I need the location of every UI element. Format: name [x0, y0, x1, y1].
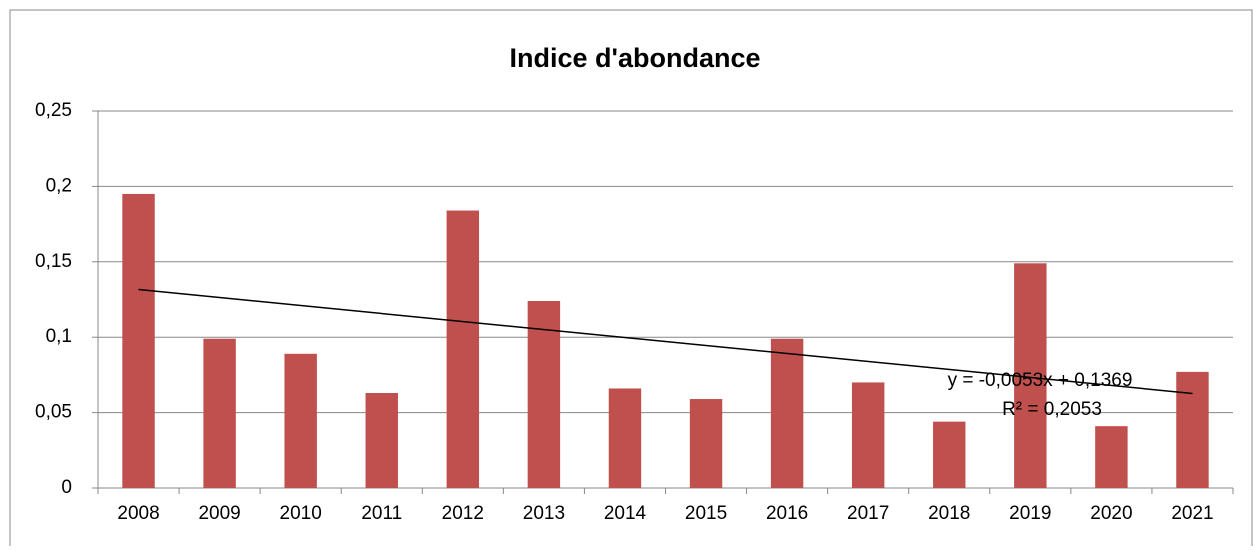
bar	[203, 338, 236, 488]
trendline-equation: y = -0,0053x + 0,1369	[948, 370, 1133, 391]
x-tick-label: 2012	[442, 503, 484, 524]
x-tick-label: 2015	[685, 503, 727, 524]
x-tick-label: 2019	[1009, 503, 1051, 524]
bar	[446, 210, 480, 488]
y-tick-label: 0,15	[35, 251, 72, 272]
bar	[1176, 371, 1209, 488]
bar	[689, 399, 723, 488]
y-tick-label: 0,2	[46, 175, 72, 196]
x-tick-label: 2010	[280, 503, 322, 524]
bar	[933, 421, 966, 488]
bar	[608, 388, 642, 488]
trendline	[138, 288, 1193, 395]
bar	[1095, 426, 1128, 488]
x-tick-label: 2014	[604, 503, 647, 524]
y-tick-label: 0	[61, 477, 72, 498]
bar	[122, 193, 155, 488]
x-tick-label: 2021	[1171, 503, 1213, 524]
bar	[770, 338, 804, 488]
x-tick-label: 2013	[523, 503, 565, 524]
x-tick-label: 2009	[198, 503, 240, 524]
bar	[284, 353, 317, 488]
y-tick-label: 0,05	[35, 402, 72, 423]
chart-title: Indice d'abondance	[510, 43, 761, 73]
x-tick-label: 2011	[361, 503, 402, 524]
bar	[851, 382, 885, 488]
x-tick-label: 2017	[847, 503, 889, 524]
x-tick-label: 2016	[766, 503, 808, 524]
x-tick-label: 2008	[117, 503, 159, 524]
y-tick-label: 0,25	[35, 100, 72, 121]
x-tick-label: 2018	[928, 503, 970, 524]
y-tick-label: 0,1	[46, 326, 72, 347]
x-tick-label: 2020	[1090, 503, 1132, 524]
bar	[365, 392, 398, 488]
trendline-r2: R² = 0,2053	[1002, 399, 1102, 420]
bar	[527, 301, 561, 488]
